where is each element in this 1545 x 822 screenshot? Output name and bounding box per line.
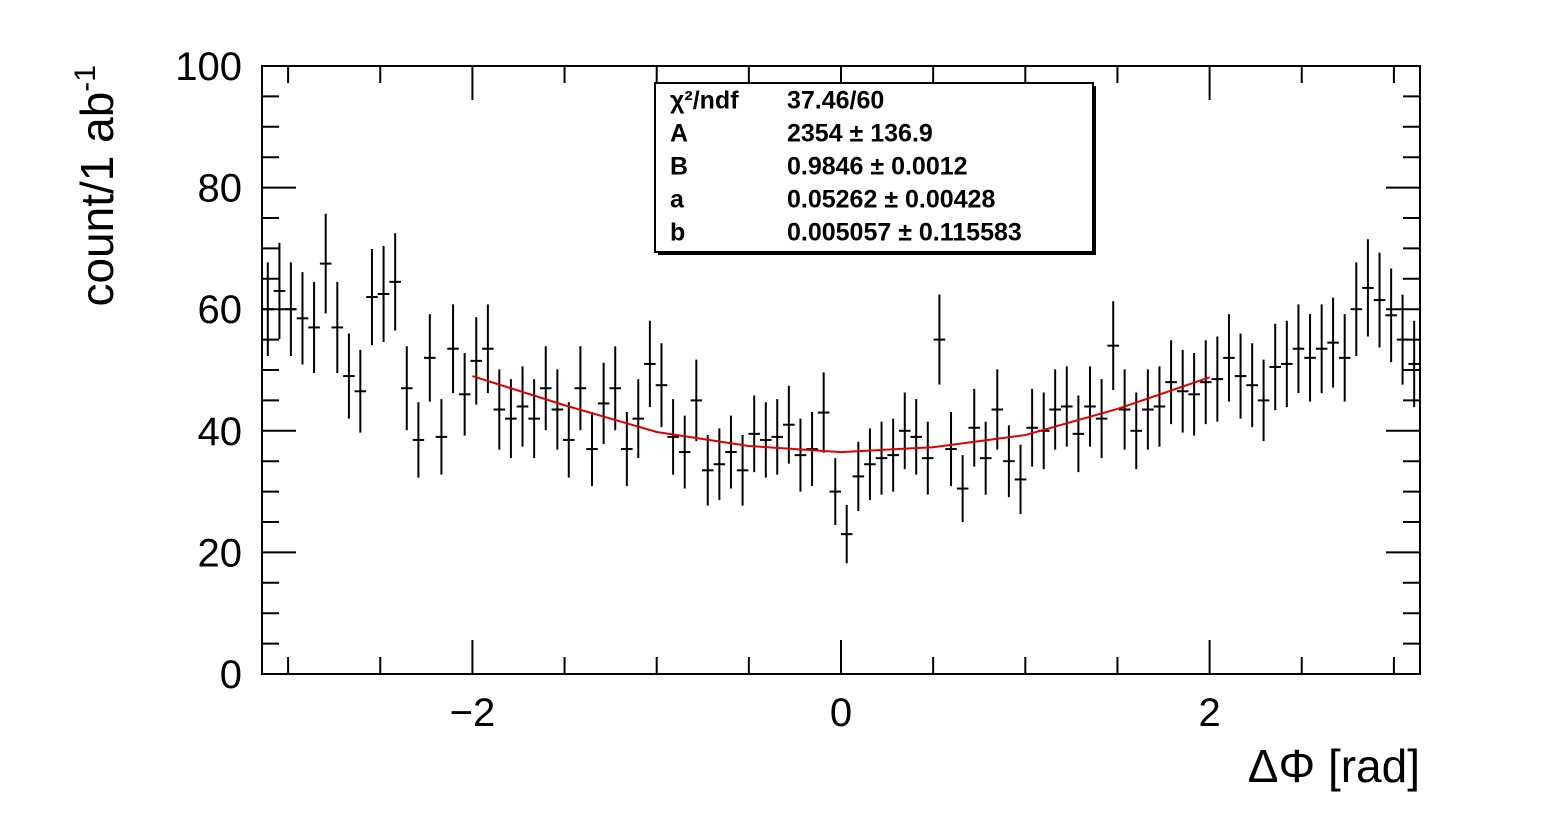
stats-name: A	[670, 120, 688, 148]
y-tick-label: 0	[220, 653, 242, 697]
stats-name: B	[670, 153, 688, 181]
stats-box	[654, 82, 1094, 253]
stats-value: 0.05262 ± 0.00428	[787, 186, 995, 214]
stats-value: 2354 ± 136.9	[787, 120, 933, 148]
y-axis-title-main: count/1 ab	[71, 92, 123, 307]
x-axis-title: ΔΦ [rad]	[1248, 740, 1420, 792]
stats-name: a	[670, 186, 685, 214]
y-tick-label: 80	[198, 167, 243, 211]
stats-name: χ²/ndf	[670, 87, 739, 115]
y-tick-label: 40	[198, 410, 243, 454]
stats-name: b	[670, 219, 685, 247]
y-tick-label: 60	[198, 288, 243, 332]
stats-value: 37.46/60	[787, 87, 884, 115]
x-tick-label: 0	[830, 691, 852, 735]
x-tick-label: 2	[1198, 691, 1220, 735]
y-axis-title-sup: -1	[69, 65, 102, 92]
stats-value: 0.9846 ± 0.0012	[787, 153, 968, 181]
data-points	[262, 213, 1420, 564]
y-tick-label: 20	[198, 531, 243, 575]
fit-curve	[472, 375, 1210, 454]
y-tick-label: 100	[175, 45, 242, 89]
y-axis-title: count/1 ab-1	[69, 65, 123, 307]
stats-value: 0.005057 ± 0.115583	[787, 219, 1022, 247]
x-tick-label: −2	[450, 691, 496, 735]
